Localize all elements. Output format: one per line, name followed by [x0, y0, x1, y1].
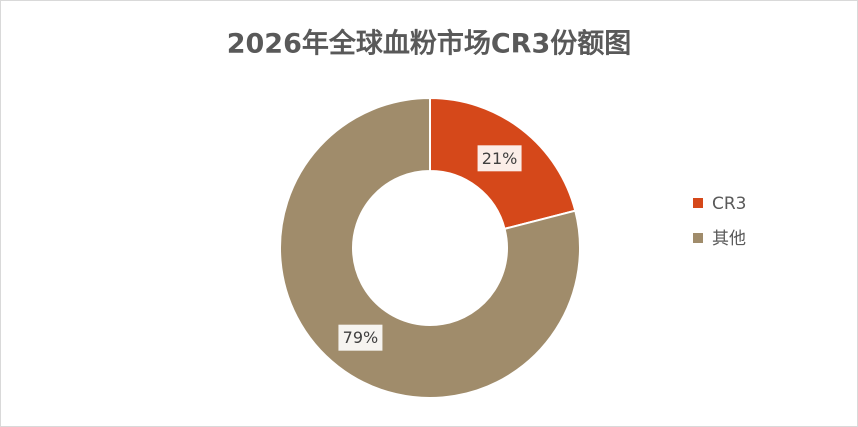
- chart-title: 2026年全球血粉市场CR3份额图: [227, 28, 632, 60]
- legend-swatch: [693, 198, 703, 208]
- legend-label: 其他: [712, 229, 746, 249]
- donut-slice: [279, 96, 581, 399]
- legend-swatch: [693, 233, 703, 243]
- data-label-box: [338, 324, 383, 351]
- data-label: 21%: [482, 149, 518, 168]
- legend-label: CR3: [712, 194, 747, 214]
- data-label-box: [477, 145, 522, 172]
- data-label: 79%: [343, 328, 379, 347]
